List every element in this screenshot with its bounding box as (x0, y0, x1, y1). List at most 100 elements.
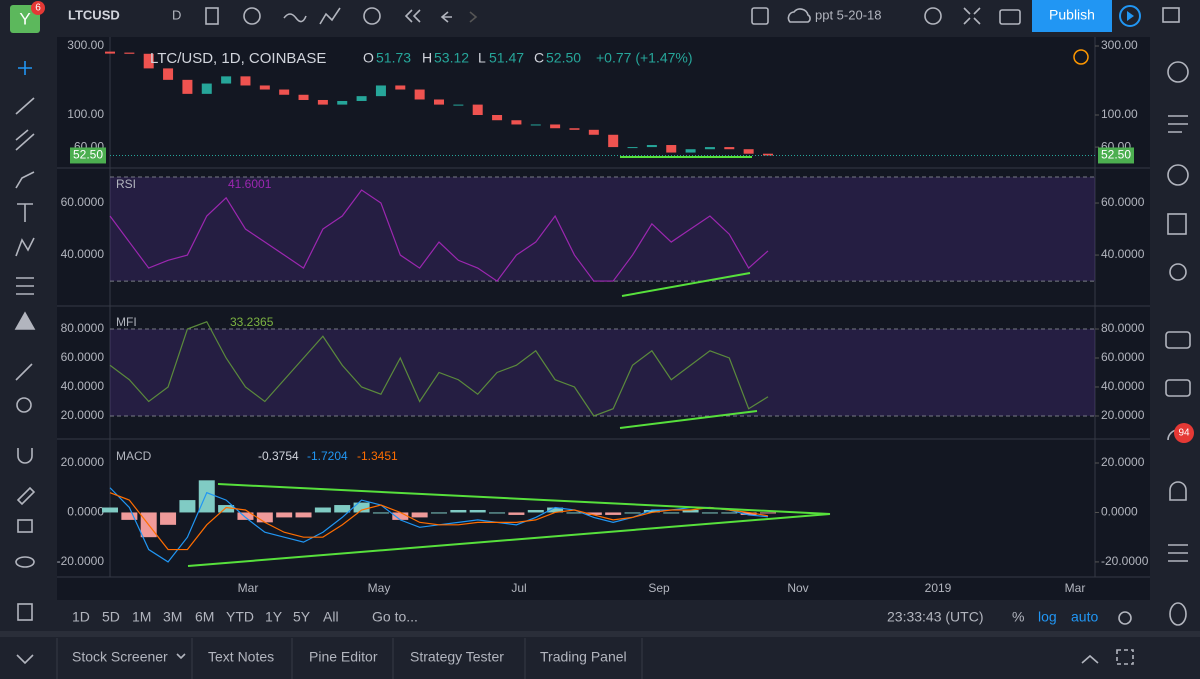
auto-toggle[interactable]: auto (1071, 609, 1098, 625)
fullscreen-icon[interactable] (751, 7, 769, 25)
indicator-icon[interactable] (243, 7, 261, 25)
tab[interactable]: Pine Editor (309, 649, 378, 665)
y-tick-label: 40.0000 (1101, 247, 1145, 261)
interval[interactable]: D (172, 7, 181, 22)
y-tick-label: 60.0000 (1101, 195, 1145, 209)
scale-settings[interactable] (1118, 611, 1132, 625)
replay-icon[interactable] (404, 9, 421, 23)
range-button[interactable]: 5D (102, 609, 120, 625)
settings-icon[interactable] (924, 7, 942, 25)
expand-icon[interactable] (963, 7, 981, 25)
snapshot-icon[interactable] (999, 9, 1021, 25)
zoom-tool[interactable] (16, 397, 32, 413)
range-button[interactable]: 6M (195, 609, 214, 625)
macd-value: -1.7204 (307, 449, 348, 463)
y-tick-label: -20.0000 (57, 554, 105, 568)
line-tool[interactable] (15, 97, 35, 115)
lock-tool[interactable] (17, 519, 33, 533)
chats-icon[interactable] (1165, 379, 1191, 397)
play-button[interactable] (1119, 5, 1141, 27)
percent-toggle[interactable]: % (1012, 609, 1024, 625)
range-button[interactable]: All (323, 609, 339, 625)
notification-count: 94 (1178, 428, 1190, 439)
y-tick-label: 20.0000 (61, 408, 105, 422)
candle (105, 51, 115, 54)
redo-icon[interactable] (469, 11, 478, 23)
log-toggle[interactable]: log (1038, 609, 1057, 625)
mfi-line (109, 321, 769, 417)
band-fill (110, 329, 1095, 416)
candle-icon[interactable] (205, 7, 219, 25)
dom-icon[interactable] (1168, 544, 1188, 562)
tab[interactable]: Text Notes (208, 649, 274, 665)
tab[interactable]: Stock Screener (72, 649, 168, 665)
trendline (619, 410, 758, 429)
y-tick-label: 40.0000 (1101, 379, 1145, 393)
bell-icon[interactable] (1169, 481, 1187, 501)
range-button[interactable]: 3M (163, 609, 182, 625)
forecast-tool[interactable] (16, 277, 34, 295)
range-button[interactable]: YTD (226, 609, 254, 625)
y-tick-label: 40.0000 (61, 379, 105, 393)
tab[interactable]: Trading Panel (540, 649, 627, 665)
bug-icon[interactable] (1169, 602, 1187, 626)
warning-icon[interactable] (1073, 49, 1089, 65)
histogram-bar (663, 512, 680, 514)
calc-icon[interactable] (1167, 213, 1187, 235)
magnet-tool[interactable] (17, 448, 33, 464)
legend-l: 51.47 (489, 50, 524, 66)
pattern-tool[interactable] (15, 237, 35, 257)
pie-icon[interactable] (1167, 164, 1189, 186)
rsi-value: 41.6001 (228, 177, 272, 191)
goto[interactable]: Go to... (372, 609, 418, 625)
measure-tool[interactable] (15, 363, 33, 381)
fib-tool[interactable] (15, 129, 35, 151)
histogram-bar (121, 512, 138, 520)
range-button[interactable]: 1M (132, 609, 151, 625)
cursor-tool[interactable] (18, 61, 32, 75)
histogram-bar (160, 512, 177, 525)
tab[interactable]: Strategy Tester (410, 649, 504, 665)
range-button[interactable]: 1Y (265, 609, 283, 625)
panel-maximize[interactable] (1116, 649, 1134, 665)
x-tick-label: 2019 (925, 581, 952, 595)
candle (511, 120, 522, 125)
cloud-icon[interactable] (787, 8, 811, 23)
x-tick-label: Nov (787, 581, 808, 595)
range-button[interactable]: 5Y (293, 609, 311, 625)
text-tool[interactable] (17, 203, 33, 222)
candle (221, 76, 232, 84)
list-icon[interactable] (1168, 115, 1188, 133)
candle (298, 94, 309, 100)
range-button[interactable]: 1D (72, 609, 90, 625)
histogram-bar (353, 502, 370, 513)
path-tool[interactable] (15, 171, 35, 189)
layout-name[interactable]: ppt 5-20-18 (815, 7, 882, 22)
publish-button[interactable] (1032, 0, 1112, 32)
collapse-tool[interactable] (16, 654, 34, 665)
candle (530, 124, 541, 126)
clock-icon[interactable] (1167, 61, 1189, 83)
candle (395, 85, 406, 90)
trash-tool[interactable] (17, 603, 33, 621)
legend-c: 52.50 (546, 50, 581, 66)
idea-icon[interactable] (1169, 263, 1187, 281)
alert-icon[interactable] (363, 7, 381, 25)
y-tick-label: 100.00 (67, 107, 104, 121)
templates-icon[interactable] (319, 7, 341, 25)
shape-tool[interactable] (14, 311, 36, 330)
macd-line (109, 492, 769, 551)
mfi-value: 33.2365 (230, 315, 274, 329)
candle (472, 104, 483, 115)
eye-tool[interactable] (15, 556, 35, 568)
notification-badge (1174, 423, 1194, 443)
watchlist-icon[interactable] (1162, 7, 1180, 23)
compare-icon[interactable] (283, 13, 307, 23)
symbol[interactable]: LTCUSD (68, 7, 120, 22)
undo-icon[interactable] (440, 11, 452, 23)
y-tick-label: 60.0000 (61, 195, 105, 209)
badge-text: 6 (35, 3, 41, 14)
panel-toggle[interactable] (1081, 654, 1099, 664)
lock-draw-tool[interactable] (16, 486, 36, 506)
chat-icon[interactable] (1165, 331, 1191, 349)
